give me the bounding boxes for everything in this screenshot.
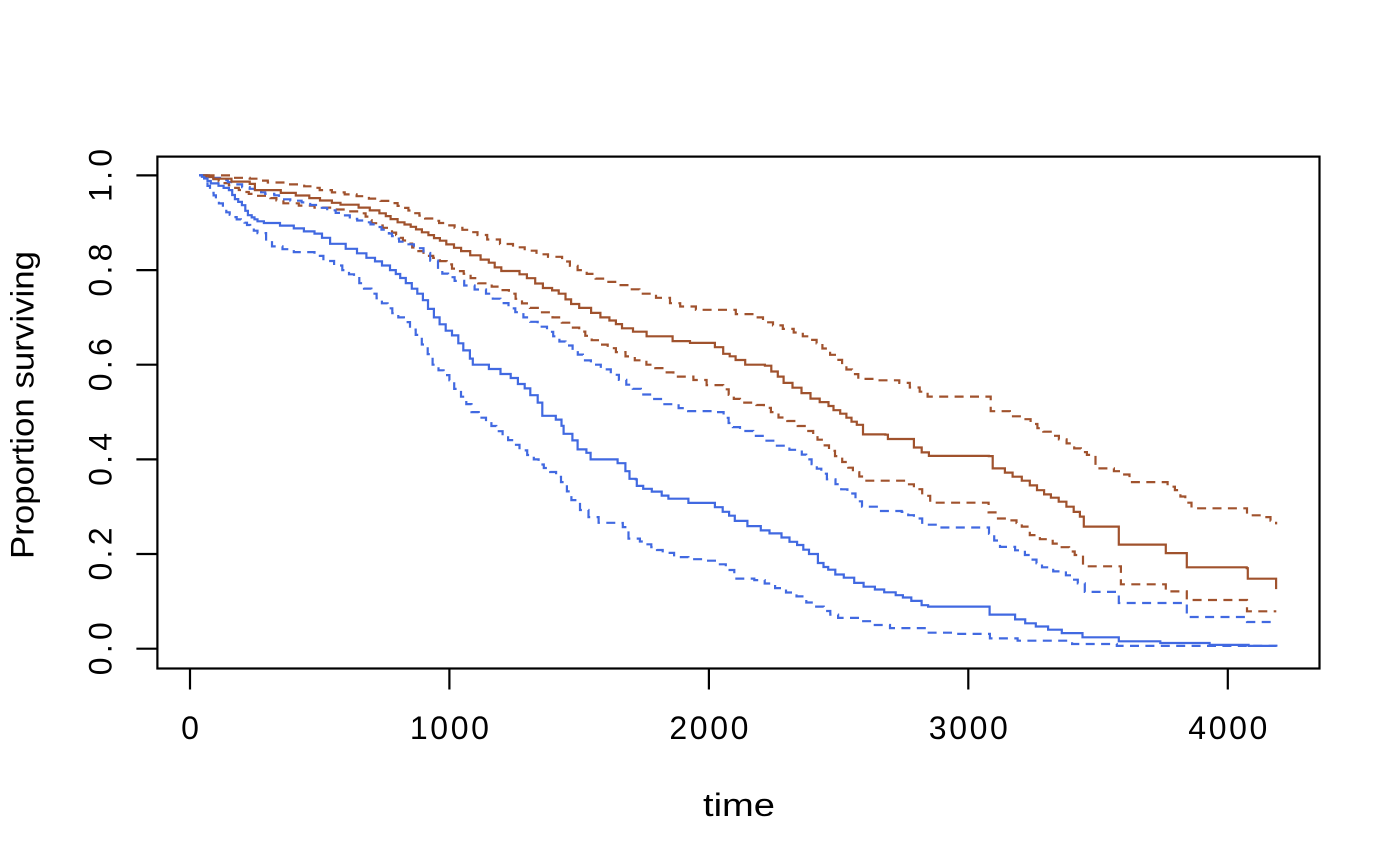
svg-text:0: 0: [181, 710, 199, 746]
svg-text:Proportion surviving: Proportion surviving: [5, 251, 41, 559]
svg-text:0.2: 0.2: [83, 528, 119, 581]
svg-text:3000: 3000: [929, 710, 1008, 746]
svg-text:4000: 4000: [1188, 710, 1267, 746]
svg-text:1000: 1000: [410, 710, 489, 746]
svg-text:0.4: 0.4: [83, 433, 119, 486]
svg-text:time: time: [703, 787, 775, 823]
svg-text:0.6: 0.6: [83, 338, 119, 391]
svg-text:0.0: 0.0: [83, 622, 119, 675]
svg-text:2000: 2000: [669, 710, 748, 746]
svg-text:1.0: 1.0: [83, 149, 119, 202]
svg-text:0.8: 0.8: [83, 244, 119, 297]
